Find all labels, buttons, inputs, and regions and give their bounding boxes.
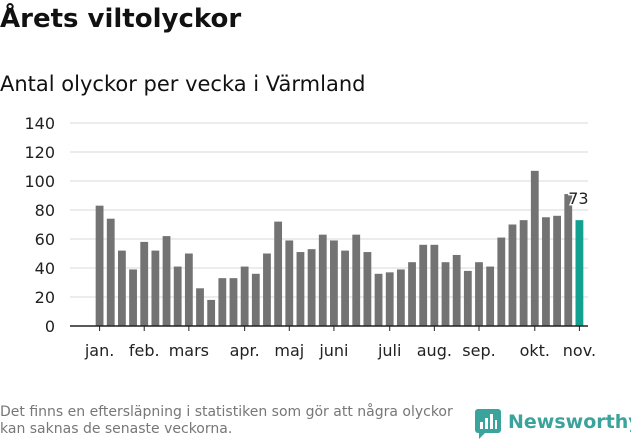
bar bbox=[106, 218, 115, 326]
bar bbox=[542, 217, 550, 326]
x-tick-label: maj bbox=[274, 341, 304, 360]
bar bbox=[374, 273, 383, 326]
bar-highlighted bbox=[575, 220, 584, 326]
annotations: 73 bbox=[567, 188, 590, 210]
bar bbox=[441, 262, 450, 326]
bar bbox=[419, 244, 428, 326]
bar bbox=[129, 269, 137, 326]
bar bbox=[564, 194, 573, 326]
x-tick-label: juli bbox=[377, 341, 401, 360]
bar bbox=[385, 272, 394, 326]
bar bbox=[363, 252, 372, 326]
bar bbox=[341, 250, 349, 326]
bar bbox=[184, 253, 193, 326]
bar bbox=[229, 278, 238, 326]
bar bbox=[352, 234, 361, 326]
newsworthy-logo-icon bbox=[475, 409, 501, 439]
bar bbox=[530, 170, 539, 326]
bar bbox=[173, 266, 182, 326]
bar bbox=[296, 252, 305, 326]
bar bbox=[519, 220, 528, 326]
chart-subtitle: Antal olyckor per vecka i Värmland bbox=[0, 72, 366, 96]
y-tick-label: 120 bbox=[24, 143, 55, 162]
bar bbox=[207, 299, 216, 326]
chart-title: Årets viltolyckor bbox=[0, 4, 242, 34]
x-tick-label: jan. bbox=[84, 341, 114, 360]
bar bbox=[263, 253, 271, 326]
x-tick-label: feb. bbox=[129, 341, 160, 360]
bar bbox=[330, 240, 338, 326]
y-tick-label: 0 bbox=[45, 317, 55, 336]
x-tick-label: apr. bbox=[230, 341, 260, 360]
bar bbox=[430, 244, 439, 326]
y-tick-label: 20 bbox=[35, 288, 55, 307]
bar bbox=[307, 249, 316, 326]
y-tick-label: 40 bbox=[35, 259, 55, 278]
bar bbox=[486, 266, 495, 326]
bar bbox=[117, 250, 126, 326]
x-tick-label: mars bbox=[169, 341, 209, 360]
bar bbox=[475, 262, 483, 326]
bar bbox=[140, 241, 149, 326]
x-tick-label: juni bbox=[318, 341, 348, 360]
y-tick-label: 140 bbox=[24, 114, 55, 133]
bar bbox=[396, 269, 405, 326]
bar bbox=[497, 237, 506, 326]
bars bbox=[95, 170, 584, 326]
data-label-highlight: 73 bbox=[568, 189, 588, 208]
bar bbox=[408, 262, 416, 326]
y-tick-label: 60 bbox=[35, 230, 55, 249]
bar bbox=[162, 236, 171, 326]
y-axis-labels: 0 20 40 60 80 100 120 140 bbox=[24, 114, 55, 336]
bar bbox=[151, 250, 160, 326]
bar bbox=[285, 240, 294, 326]
bar bbox=[318, 234, 327, 326]
bar bbox=[274, 221, 283, 326]
newsworthy-logo-text: Newsworthy bbox=[508, 411, 631, 433]
bar bbox=[508, 224, 517, 326]
bar bbox=[463, 270, 472, 326]
y-tick-label: 80 bbox=[35, 201, 55, 220]
x-tick-label: nov. bbox=[563, 341, 596, 360]
bar bbox=[553, 215, 562, 326]
x-tick-label: okt. bbox=[520, 341, 550, 360]
bar bbox=[452, 254, 461, 326]
y-tick-label: 100 bbox=[24, 172, 55, 191]
x-axis: jan. feb. mars apr. maj juni juli aug. sep. okt. n… bbox=[70, 325, 596, 360]
footnote: Det finns en eftersläpning i statistiken… bbox=[0, 404, 453, 437]
bar bbox=[251, 273, 260, 326]
bar bbox=[218, 278, 227, 326]
bar bbox=[95, 205, 104, 326]
bar bbox=[240, 266, 249, 326]
bar bbox=[196, 288, 204, 326]
x-tick-label: aug. bbox=[417, 341, 452, 360]
x-tick-label: sep. bbox=[462, 341, 495, 360]
